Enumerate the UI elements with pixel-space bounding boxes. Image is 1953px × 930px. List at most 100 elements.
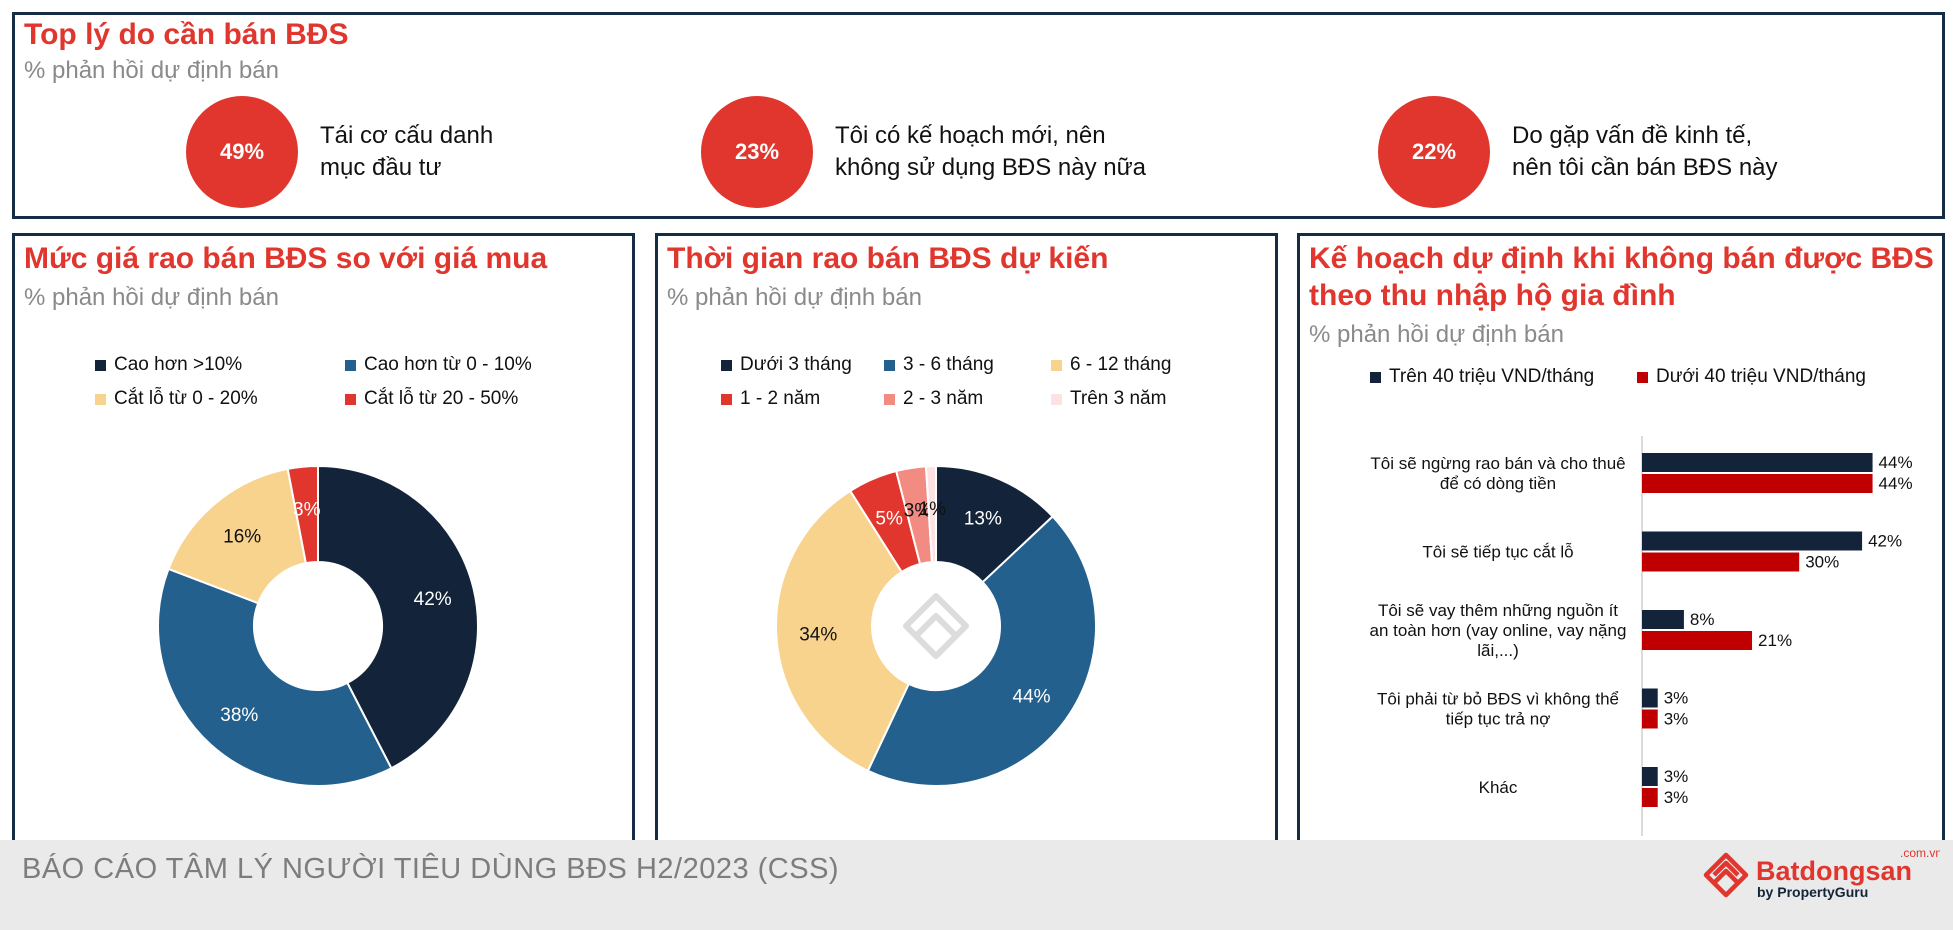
- donut-slice: [317, 464, 479, 770]
- reason-3-line2: nên tôi cần bán BĐS này: [1512, 154, 1778, 181]
- legend-item: Cao hơn từ 0 - 10%: [345, 354, 532, 376]
- legend-label: Dưới 3 tháng: [740, 354, 852, 375]
- bar-category-label: Tôi sẽ vay thêm những nguồn ít: [1378, 601, 1618, 620]
- bar-category-label: Khác: [1479, 778, 1518, 797]
- footer-bar: [0, 840, 1953, 930]
- reason-2-badge: 23%: [701, 96, 813, 208]
- plan-panel-subtitle: % phản hồi dự định bán: [1309, 321, 1564, 348]
- donut-slice: [866, 515, 1097, 787]
- bar: [1642, 688, 1658, 708]
- legend-item: 6 - 12 tháng: [1051, 354, 1171, 376]
- legend-label: Cắt lỗ từ 20 - 50%: [364, 388, 519, 409]
- legend-swatch: [95, 393, 106, 405]
- bar-value-label: 3%: [1664, 788, 1689, 807]
- legend-label: 6 - 12 tháng: [1070, 354, 1172, 375]
- bar-value-label: 8%: [1690, 610, 1715, 629]
- legend-label: Cao hơn từ 0 - 10%: [364, 354, 532, 375]
- legend-item: Dưới 40 triệu VND/tháng: [1637, 366, 1866, 388]
- batdongsan-logo: .com.vn Batdongsan by PropertyGuru: [1703, 846, 1940, 900]
- brand-by: by PropertyGuru: [1757, 884, 1868, 900]
- donut-slice: [924, 464, 937, 564]
- legend-item: Cắt lỗ từ 20 - 50%: [345, 388, 518, 410]
- top-reasons-panel: Top lý do cần bán BĐS % phản hồi dự định…: [12, 12, 1945, 219]
- bar: [1642, 552, 1800, 572]
- top-reasons-subtitle: % phản hồi dự định bán: [24, 57, 279, 84]
- legend-item: Dưới 3 tháng: [721, 354, 852, 376]
- bar-value-label: 3%: [1664, 710, 1689, 729]
- bar-value-label: 3%: [1664, 767, 1689, 786]
- price-donut-chart: 42% 38% 16% 3%: [157, 464, 479, 787]
- legend-label: 2 - 3 năm: [903, 388, 984, 409]
- bar-category-label: Tôi sẽ ngừng rao bán và cho thuê: [1370, 454, 1625, 473]
- bar: [1642, 631, 1753, 650]
- price-legend: Cao hơn >10% Cao hơn từ 0 - 10% Cắt lỗ t…: [15, 236, 632, 840]
- reason-3-line1: Do gặp vấn đề kinh tế,: [1512, 122, 1753, 149]
- top-reasons-title: Top lý do cần bán BĐS: [24, 18, 349, 51]
- reason-3: 22% Do gặp vấn đề kinh tế, nên tôi cần b…: [1378, 96, 1872, 208]
- reason-2-line1: Tôi có kế hoạch mới, nên: [835, 122, 1106, 149]
- brand-name: Batdongsan: [1756, 856, 1912, 886]
- donut-slice-label: 42%: [414, 589, 452, 610]
- bar-value-label: 30%: [1805, 553, 1839, 572]
- legend-item: 2 - 3 năm: [884, 388, 983, 410]
- legend-swatch: [1637, 371, 1648, 383]
- reason-2-line2: không sử dụng BĐS này nữa: [835, 154, 1146, 181]
- legend-swatch: [884, 393, 895, 405]
- bar-value-label: 44%: [1879, 474, 1913, 493]
- donut-slice-label: 34%: [799, 624, 837, 645]
- donut-slice: [157, 567, 393, 787]
- time-panel-subtitle: % phản hồi dự định bán: [667, 284, 922, 311]
- bar-value-label: 3%: [1664, 689, 1689, 708]
- bar-value-label: 21%: [1758, 631, 1792, 650]
- donut-slice-label: 3%: [904, 500, 932, 521]
- reason-1-line1: Tái cơ cấu danh: [320, 122, 494, 149]
- brand-suffix: .com.vn: [1900, 846, 1940, 860]
- price-panel-subtitle: % phản hồi dự định bán: [24, 284, 279, 311]
- watermark-icon: [903, 593, 969, 659]
- bar-category-label: để có dòng tiền: [1440, 474, 1556, 493]
- bar-category-label: Tôi sẽ tiếp tục cắt lỗ: [1422, 543, 1573, 562]
- legend-item: Trên 40 triệu VND/tháng: [1370, 366, 1594, 388]
- bar-value-label: 44%: [1879, 453, 1913, 472]
- legend-label: Trên 40 triệu VND/tháng: [1389, 366, 1595, 387]
- bar: [1642, 531, 1863, 551]
- price-panel: Mức giá rao bán BĐS so với giá mua % phả…: [12, 233, 635, 843]
- legend-swatch: [721, 359, 732, 371]
- legend-swatch: [1370, 371, 1381, 383]
- reason-3-text: Do gặp vấn đề kinh tế, nên tôi cần bán B…: [1512, 120, 1872, 184]
- bar: [1642, 788, 1658, 807]
- donut-slice-label: 16%: [223, 527, 261, 548]
- legend-item: Trên 3 năm: [1051, 388, 1166, 410]
- donut-slice-label: 38%: [220, 705, 258, 726]
- legend-swatch: [95, 359, 106, 371]
- legend-label: 3 - 6 tháng: [903, 354, 994, 375]
- legend-swatch: [721, 393, 732, 405]
- legend-label: Cao hơn >10%: [114, 354, 243, 375]
- legend-label: Trên 3 năm: [1070, 388, 1167, 409]
- reason-1: 49% Tái cơ cấu danh mục đầu tư: [186, 96, 680, 208]
- bar-category-label: an toàn hơn (vay online, vay nặng: [1370, 621, 1627, 640]
- legend-item: 1 - 2 năm: [721, 388, 820, 410]
- plan-panel: Kế hoạch dự định khi không bán được BĐS …: [1297, 233, 1945, 843]
- legend-swatch: [884, 359, 895, 371]
- donut-slice-label: 5%: [875, 509, 903, 530]
- legend-item: Cắt lỗ từ 0 - 20%: [95, 388, 258, 410]
- bar: [1642, 709, 1658, 729]
- plan-panel-title-line2: theo thu nhập hộ gia đình: [1309, 279, 1676, 312]
- reason-1-text: Tái cơ cấu danh mục đầu tư: [320, 120, 680, 184]
- donut-slice-label: 13%: [964, 509, 1002, 530]
- plan-legend: Trên 40 triệu VND/tháng Dưới 40 triệu VN…: [1300, 236, 1942, 840]
- donut-slice-label: 3%: [293, 500, 321, 521]
- donut-slice-label: 1%: [919, 499, 947, 520]
- legend-label: Cắt lỗ từ 0 - 20%: [114, 388, 258, 409]
- price-panel-title: Mức giá rao bán BĐS so với giá mua: [24, 242, 548, 275]
- bar: [1642, 767, 1658, 786]
- bar-category-label: Tôi phải từ bỏ BĐS vì không thể: [1377, 690, 1619, 709]
- house-icon: [1703, 852, 1749, 898]
- donut-slice: [286, 464, 319, 565]
- donut-slice: [167, 467, 308, 605]
- legend-swatch: [1051, 359, 1062, 371]
- bar: [1642, 610, 1684, 629]
- bar-category-label: lãi,...): [1477, 641, 1519, 660]
- legend-item: 3 - 6 tháng: [884, 354, 994, 376]
